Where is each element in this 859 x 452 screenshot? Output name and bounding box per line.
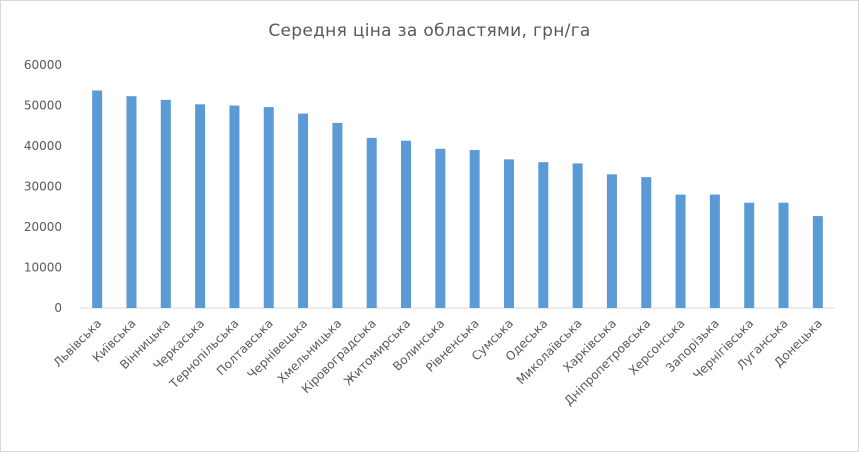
bar-17 [641,177,652,308]
bar-21 [778,202,789,308]
y-tick-label: 60000 [24,58,62,72]
bar-4 [195,104,206,308]
bar-3 [160,99,171,308]
bar-11 [435,148,446,308]
bar-9 [366,137,377,308]
y-tick-label: 30000 [24,180,62,194]
category-label: Чернівецька [245,316,311,382]
y-tick-label: 40000 [24,139,62,153]
y-tick-label: 20000 [24,220,62,234]
bar-22 [812,216,823,308]
y-axis-ticks: 0 10000 20000 30000 40000 50000 60000 [24,58,62,315]
category-labels: ЛьвівськаКиївськаВінницькаЧеркаськаТерно… [51,316,825,408]
bar-8 [332,122,343,308]
bar-13 [503,159,514,308]
bar-12 [469,150,480,308]
bar-6 [263,107,274,309]
chart-title: Середня ціна за областями, грн/га [268,21,591,41]
bar-18 [675,194,686,308]
bar-1 [92,90,103,308]
bar-16 [606,174,617,308]
bar-10 [401,140,412,308]
bar-19 [709,194,720,308]
bar-14 [538,162,549,308]
bar-5 [229,105,240,308]
bar-2 [126,96,137,308]
y-tick-label: 10000 [24,261,62,275]
y-tick-label: 50000 [24,99,62,113]
bar-20 [744,202,755,308]
bar-7 [298,113,309,308]
y-tick-label: 0 [54,301,62,315]
bar-15 [572,163,583,308]
bars [92,90,823,309]
